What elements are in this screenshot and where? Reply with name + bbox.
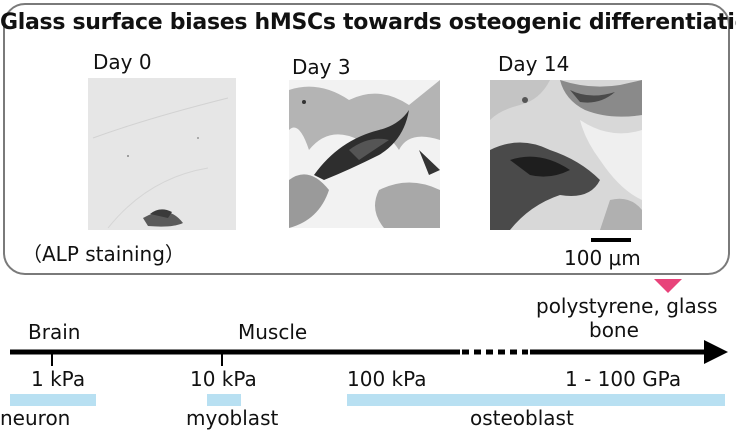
myoblast-label: myoblast [186,406,279,430]
panel-title: Glass surface biases hMSCs towards osteo… [0,10,736,35]
axis-arrowhead-icon [704,340,728,364]
brain-label: Brain [28,320,81,344]
tick-label-100kpa: 100 kPa [347,367,427,391]
scale-bar-label: 100 μm [564,246,641,270]
muscle-label: Muscle [238,320,308,344]
neuron-label: neuron [0,406,71,430]
tick-label-10kpa: 10 kPa [190,367,257,391]
alp-staining-caption: （ALP staining） [22,242,185,266]
polystyrene-glass-label: polystyrene, glass [536,294,718,318]
myoblast-bar [207,394,241,406]
osteoblast-label: osteoblast [470,406,574,430]
day-3-micrograph [289,80,440,228]
day-3-label: Day 3 [292,55,351,79]
osteoblast-bar [347,394,725,406]
neuron-bar [10,394,96,406]
day-0-label: Day 0 [93,50,152,74]
tick-label-1kpa: 1 kPa [31,367,86,391]
day-0-micrograph [88,78,236,230]
pointer-triangle-icon [654,279,682,293]
scale-bar [591,238,631,242]
day-14-micrograph [490,80,642,230]
stiffness-axis [10,340,728,366]
bone-label: bone [589,318,639,342]
day-14-label: Day 14 [498,52,570,76]
tick-label-gpa: 1 - 100 GPa [565,367,682,391]
